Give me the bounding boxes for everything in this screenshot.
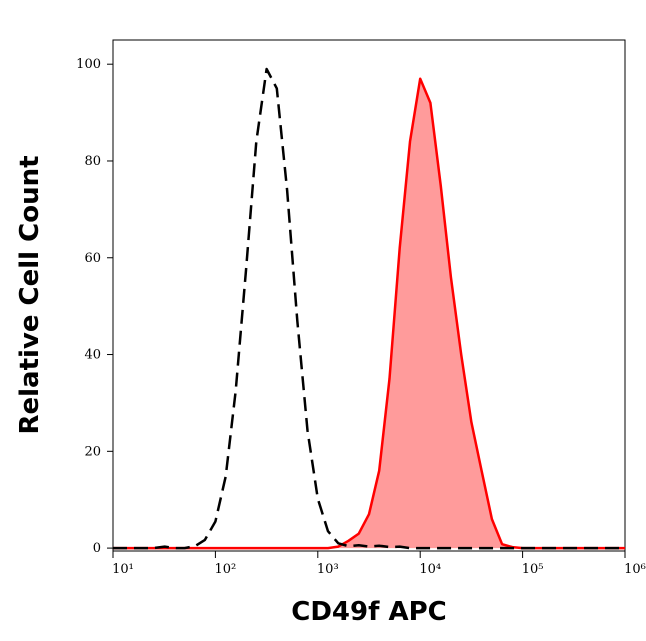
plot-frame [112,39,626,552]
x-tick-label: 10³ [317,562,339,577]
y-tick-label: 40 [84,348,101,363]
y-tick-label: 20 [84,444,101,459]
x-tick-label: 10⁵ [522,562,544,577]
x-tick-label: 10¹ [112,562,134,577]
x-tick-label: 10⁶ [624,562,646,577]
x-axis-label: CD49f APC [291,597,446,627]
histogram-line [113,77,625,550]
y-axis-label: Relative Cell Count [15,155,45,434]
y-tick-label: 0 [93,541,101,556]
y-tick-label: 100 [76,57,101,72]
x-tick-label: 10² [215,562,237,577]
y-tick-label: 80 [84,154,101,169]
y-tick-label: 60 [84,251,101,266]
x-tick-label: 10⁴ [419,562,441,577]
histogram-area [113,78,625,549]
histogram-line [113,67,625,550]
